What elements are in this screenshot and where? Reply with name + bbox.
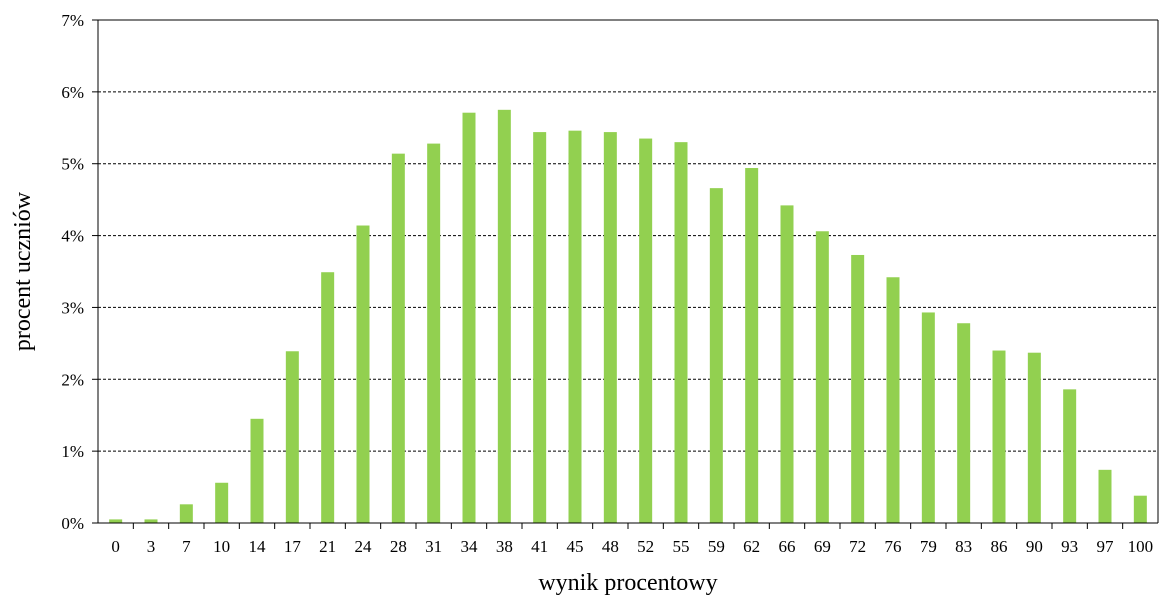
- y-tick-label: 1%: [61, 442, 84, 461]
- x-tick-label: 10: [213, 537, 230, 556]
- axes: [92, 19, 1159, 529]
- bar-59: [709, 188, 723, 523]
- x-tick-label: 86: [991, 537, 1008, 556]
- bar-21: [321, 272, 335, 523]
- y-tick-label: 5%: [61, 155, 84, 174]
- bar-76: [886, 277, 900, 523]
- bar-62: [745, 168, 759, 524]
- bar-24: [356, 225, 370, 524]
- x-tick-label: 38: [496, 537, 513, 556]
- y-axis-title: procent uczniów: [10, 191, 36, 351]
- y-tick-label: 4%: [61, 227, 84, 246]
- bar-66: [780, 205, 794, 524]
- x-tick-label: 72: [849, 537, 866, 556]
- x-axis-title: wynik procentowy: [538, 570, 717, 596]
- bar-69: [815, 231, 829, 523]
- y-tick-label: 6%: [61, 83, 84, 102]
- x-tick-label: 24: [355, 537, 373, 556]
- y-tick-labels: 0% 1% 2% 3% 4% 5% 6% 7%: [61, 11, 84, 533]
- bar-86: [992, 350, 1006, 523]
- bar-28: [391, 153, 405, 523]
- x-tick-label: 93: [1061, 537, 1078, 556]
- y-tick-label: 2%: [61, 370, 84, 389]
- bar-10: [215, 482, 229, 523]
- bar-41: [533, 132, 547, 523]
- x-tick-label: 76: [885, 537, 902, 556]
- y-tick-label: 0%: [61, 514, 84, 533]
- x-tick-label: 21: [319, 537, 336, 556]
- bar-48: [603, 132, 617, 523]
- x-tick-label: 90: [1026, 537, 1043, 556]
- bar-72: [851, 254, 865, 524]
- x-tick-label: 83: [955, 537, 972, 556]
- bar-79: [921, 312, 935, 523]
- x-tick-label: 55: [673, 537, 690, 556]
- x-tick-label: 0: [111, 537, 120, 556]
- bar-100: [1133, 495, 1147, 523]
- x-tick-label: 31: [425, 537, 442, 556]
- x-tick-label: 52: [637, 537, 654, 556]
- x-tick-label: 79: [920, 537, 937, 556]
- x-tick-label: 34: [461, 537, 479, 556]
- bar-93: [1063, 389, 1077, 523]
- bar-97: [1098, 469, 1112, 523]
- x-tick-label: 48: [602, 537, 619, 556]
- x-tick-label: 69: [814, 537, 831, 556]
- x-tick-labels: 0 3 7 10 14 17 21 24 28 31 34 38 41 45 48 52 55 59 62 66 69 7…: [111, 537, 1153, 556]
- x-tick-label: 3: [147, 537, 156, 556]
- x-tick-label: 45: [567, 537, 584, 556]
- x-tick-label: 100: [1128, 537, 1154, 556]
- x-tick-label: 28: [390, 537, 407, 556]
- bar-7: [179, 504, 193, 523]
- x-tick-label: 17: [284, 537, 302, 556]
- bar-17: [285, 351, 299, 523]
- x-tick-label: 66: [779, 537, 796, 556]
- bar-38: [497, 109, 511, 524]
- bar-52: [639, 138, 653, 524]
- bar-55: [674, 142, 688, 523]
- x-tick-label: 97: [1097, 537, 1115, 556]
- x-tick-label: 59: [708, 537, 725, 556]
- x-tick-label: 41: [531, 537, 548, 556]
- bar-3: [144, 519, 158, 523]
- bar-90: [1027, 352, 1041, 523]
- bar-83: [957, 323, 971, 523]
- bar-14: [250, 418, 264, 523]
- x-tick-label: 7: [182, 537, 191, 556]
- bar-34: [462, 112, 476, 524]
- bar-31: [427, 143, 441, 523]
- y-tick-label: 7%: [61, 11, 84, 30]
- bars: [109, 109, 1147, 524]
- x-tick-label: 14: [249, 537, 267, 556]
- y-tick-label: 3%: [61, 298, 84, 317]
- bar-0: [109, 519, 123, 523]
- bar-45: [568, 130, 582, 523]
- x-tick-label: 62: [743, 537, 760, 556]
